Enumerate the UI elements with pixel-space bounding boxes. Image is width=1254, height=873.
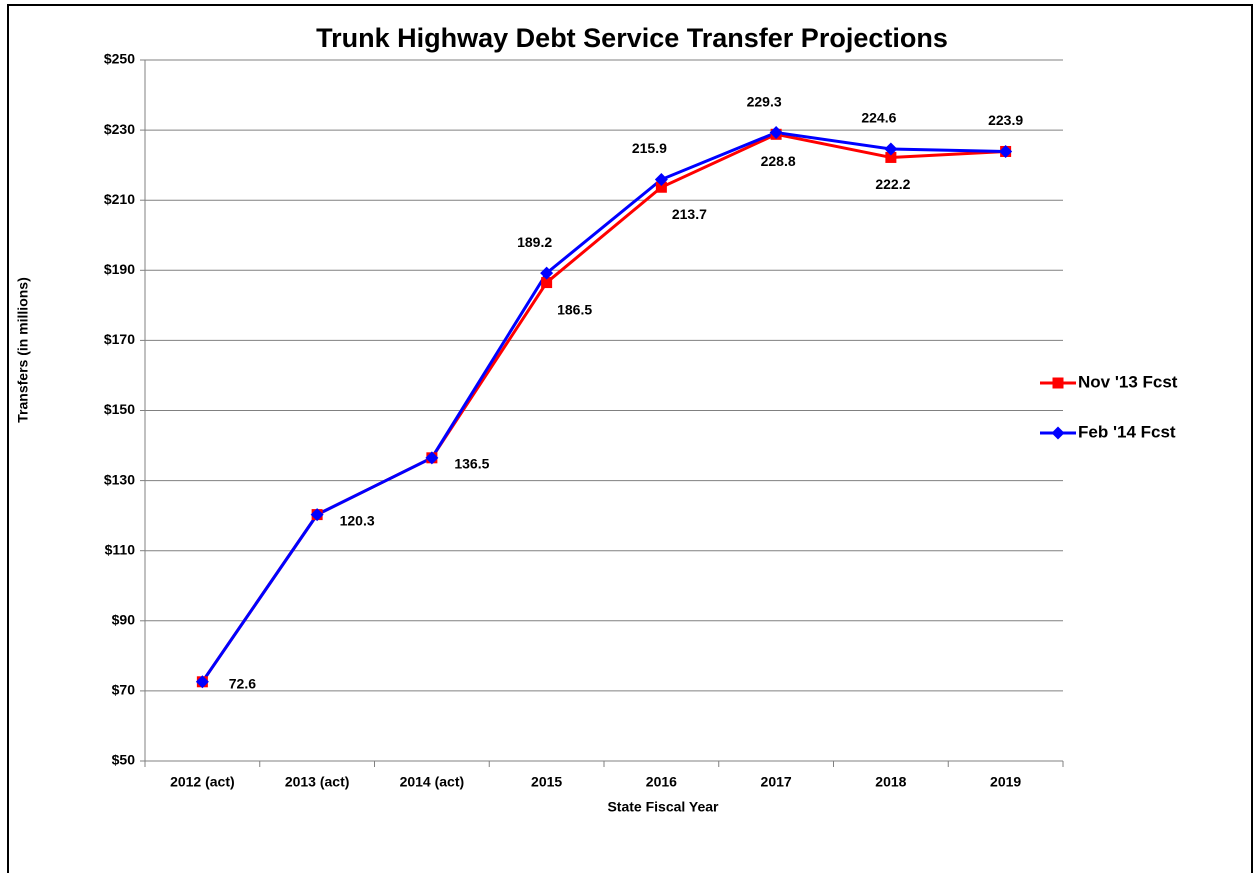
y-tick-label: $250 [104,51,135,67]
data-label: 224.6 [861,110,896,126]
data-label: 120.3 [340,512,375,528]
y-tick-label: $190 [104,261,135,277]
x-tick-label: 2012 (act) [170,774,235,790]
marker [195,675,209,689]
marker [1052,377,1064,389]
marker [769,126,783,140]
y-tick-label: $70 [112,682,136,698]
y-tick-label: $130 [104,471,135,487]
legend-label: Nov '13 Fcst [1078,372,1178,391]
marker [1051,426,1065,440]
x-tick-label: 2015 [531,774,562,790]
marker [999,144,1013,158]
y-tick-label: $230 [104,121,135,137]
x-tick-label: 2013 (act) [285,774,350,790]
x-tick-label: 2017 [761,774,792,790]
data-label: 136.5 [454,456,489,472]
data-label: 222.2 [875,176,910,192]
y-tick-label: $90 [112,612,136,628]
y-tick-label: $150 [104,401,135,417]
data-label: 189.2 [517,234,552,250]
marker [310,508,324,522]
line-series [201,131,1006,683]
marker [541,277,553,289]
y-tick-label: $170 [104,331,135,347]
marker [655,181,667,193]
data-label: 223.9 [988,112,1023,128]
y-tick-label: $210 [104,191,135,207]
data-label: 72.6 [229,675,256,691]
marker [885,151,897,163]
x-tick-label: 2014 (act) [400,774,465,790]
data-label: 228.8 [761,153,796,169]
marker [425,451,439,465]
y-tick-label: $50 [112,752,136,768]
y-axis-label: Transfers (in millions) [15,277,31,422]
x-tick-label: 2016 [646,774,677,790]
x-tick-label: 2018 [875,774,906,790]
x-axis-label: State Fiscal Year [607,799,719,815]
chart-title: Trunk Highway Debt Service Transfer Proj… [316,23,948,53]
data-label: 213.7 [672,206,707,222]
chart-border [7,4,1253,873]
marker [654,173,668,187]
data-label: 229.3 [747,93,782,109]
marker [540,266,554,280]
legend-label: Feb '14 Fcst [1078,422,1176,441]
marker [884,142,898,156]
data-label: 186.5 [557,301,592,317]
x-tick-label: 2019 [990,774,1021,790]
data-label: 215.9 [632,140,667,156]
y-tick-label: $110 [105,541,136,557]
line-series [201,132,1006,683]
